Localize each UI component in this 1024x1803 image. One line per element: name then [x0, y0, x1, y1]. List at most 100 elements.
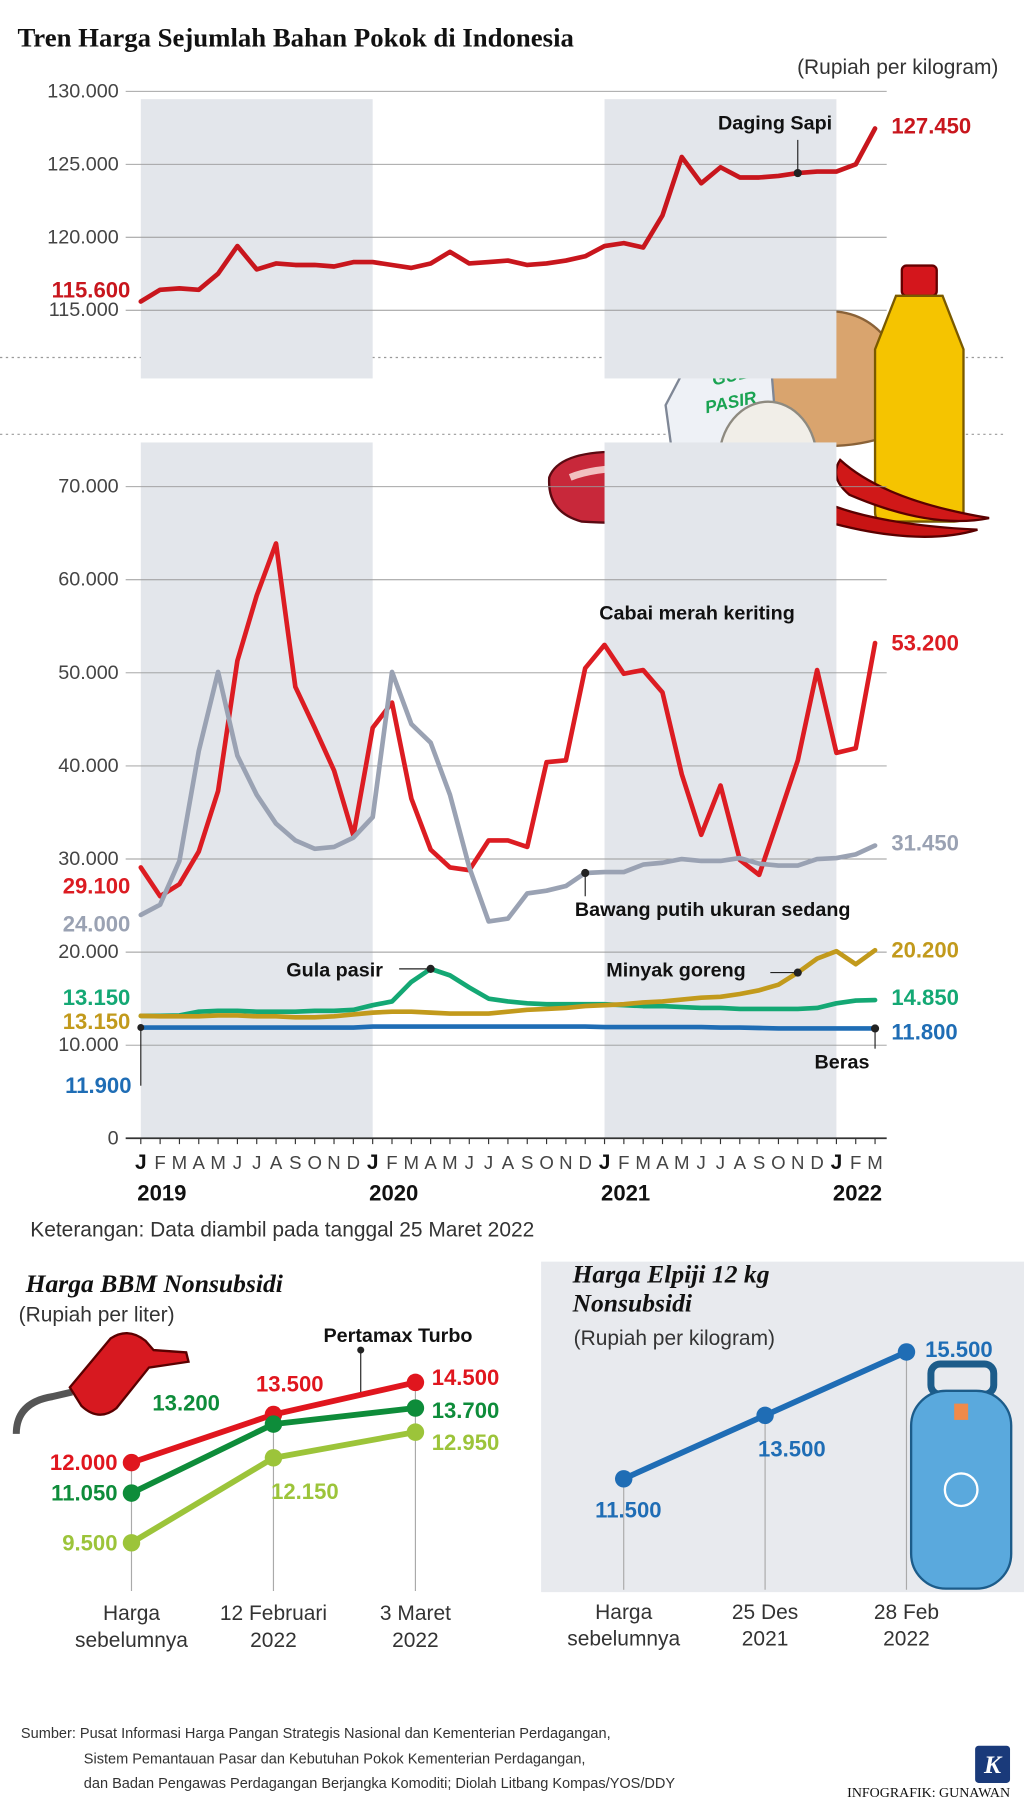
- value-label: 14.500: [432, 1365, 500, 1390]
- value-label: 13.500: [256, 1372, 324, 1397]
- point: [264, 1449, 283, 1467]
- bbm-unit: (Rupiah per liter): [19, 1304, 175, 1327]
- x-tick-label: A: [656, 1152, 669, 1173]
- elpiji-title: Harga Elpiji 12 kg Nonsubsidi: [572, 1259, 770, 1318]
- x-tick-label: 25 Des 2021: [731, 1600, 799, 1651]
- start-label: 115.600: [52, 277, 131, 302]
- value-label: 12.950: [432, 1430, 500, 1455]
- series-line: [138, 1024, 878, 1031]
- series-line: [138, 541, 878, 899]
- y-tick-label: 0: [108, 1127, 119, 1149]
- x-tick-label: N: [791, 1152, 804, 1173]
- x-tick-label: F: [850, 1152, 861, 1173]
- source: Sistem Pemantauan Pasar dan Kebutuhan Po…: [84, 1752, 586, 1768]
- x-tick-label: M: [635, 1152, 651, 1173]
- note: Keterangan: Data diambil pada tanggal 25…: [30, 1219, 534, 1242]
- series-name: Daging Sapi: [718, 113, 832, 135]
- x-tick-label: Harga sebelumnya: [567, 1600, 681, 1651]
- series-line: [138, 669, 878, 924]
- x-tick-label: M: [210, 1152, 226, 1173]
- series-name: Beras: [815, 1052, 870, 1074]
- x-tick-label: N: [327, 1152, 340, 1173]
- leader-dot: [793, 968, 802, 977]
- end-label: 53.200: [891, 631, 959, 656]
- x-tick-label: J: [135, 1151, 147, 1174]
- x-tick-label: O: [307, 1152, 321, 1173]
- x-tick-label: A: [502, 1152, 515, 1173]
- series-name: Pertamax Turbo: [323, 1325, 472, 1347]
- leader-dot: [581, 868, 590, 878]
- title: Tren Harga Sejumlah Bahan Pokok di Indon…: [17, 22, 573, 52]
- start-label: 13.150: [63, 985, 131, 1010]
- end-label: 31.450: [891, 831, 959, 856]
- leader-dot: [870, 1024, 880, 1033]
- source: Sumber: Pusat Informasi Harga Pangan Str…: [21, 1726, 611, 1742]
- cylinder-logo: [943, 1472, 979, 1508]
- elpiji-unit: (Rupiah per kilogram): [574, 1327, 775, 1350]
- value-label: 12.000: [50, 1450, 118, 1475]
- x-tick-label: O: [539, 1152, 553, 1173]
- point: [406, 1423, 425, 1441]
- x-tick-label: 3 Maret 2022: [379, 1601, 451, 1652]
- x-tick-label: J: [716, 1152, 725, 1173]
- year-label: 2022: [833, 1180, 882, 1205]
- value-label: 11.500: [595, 1498, 661, 1523]
- start-label: 11.900: [65, 1073, 131, 1098]
- value-label: 11.050: [51, 1481, 117, 1506]
- x-tick-label: A: [424, 1152, 437, 1173]
- point: [122, 1534, 141, 1552]
- value-label: 12.150: [271, 1479, 339, 1504]
- x-tick-label: F: [386, 1152, 397, 1173]
- year-label: 2019: [137, 1180, 186, 1205]
- point: [264, 1415, 283, 1433]
- point: [406, 1373, 425, 1392]
- value-label: 13.200: [152, 1391, 220, 1416]
- x-tick-label: J: [484, 1152, 493, 1173]
- x-tick-label: S: [289, 1152, 301, 1173]
- value-label: 13.500: [758, 1437, 826, 1462]
- x-tick-label-box: 12 Februari 2022: [220, 1601, 327, 1651]
- hose: [12, 1388, 73, 1435]
- x-tick-label: S: [753, 1152, 765, 1173]
- year-label: 2021: [601, 1180, 650, 1205]
- x-tick-label: J: [831, 1151, 843, 1174]
- x-tick-label: O: [771, 1152, 785, 1173]
- leader-dot: [426, 964, 435, 973]
- x-tick-label: M: [674, 1152, 690, 1173]
- y-tick-label: 120.000: [47, 226, 118, 248]
- leader-dot: [357, 1346, 365, 1354]
- point: [897, 1343, 916, 1361]
- x-tick-label: M: [442, 1152, 458, 1173]
- end-label: 20.200: [891, 938, 959, 963]
- x-tick-label: J: [696, 1152, 705, 1173]
- value-label: 13.700: [432, 1398, 500, 1423]
- point: [614, 1470, 633, 1488]
- end-label: 14.850: [891, 985, 959, 1010]
- point: [122, 1453, 141, 1472]
- x-tick-label-box: 28 Feb 2022: [874, 1600, 939, 1650]
- x-tick-label-box: Harga sebelumnya: [567, 1600, 681, 1651]
- x-tick-label: A: [270, 1152, 283, 1173]
- end-label: 127.450: [891, 114, 971, 139]
- fuel-nozzle: [12, 1332, 190, 1435]
- elpiji-title-box: Harga Elpiji 12 kg Nonsubsidi: [572, 1259, 770, 1318]
- year-band: [140, 99, 373, 379]
- point: [122, 1484, 141, 1502]
- series-line: [138, 966, 878, 1019]
- x-tick-label-box: 25 Des 2021: [731, 1600, 799, 1651]
- y-tick-label: 50.000: [58, 662, 118, 684]
- y-tick-label: 10.000: [58, 1034, 118, 1056]
- x-tick-label: J: [367, 1151, 379, 1174]
- x-tick-label: J: [233, 1152, 242, 1173]
- y-tick-label: 125.000: [47, 153, 118, 175]
- nozzle: [68, 1332, 190, 1416]
- cylinder-body: [909, 1389, 1013, 1590]
- gas-cylinder: [909, 1360, 1013, 1590]
- series-name: Cabai merah keriting: [599, 603, 795, 625]
- x-tick-label: J: [252, 1152, 261, 1173]
- point: [406, 1399, 425, 1417]
- unit: (Rupiah per kilogram): [797, 56, 998, 79]
- x-tick-label-box: 3 Maret 2022: [379, 1601, 451, 1652]
- x-tick-label: J: [599, 1151, 611, 1174]
